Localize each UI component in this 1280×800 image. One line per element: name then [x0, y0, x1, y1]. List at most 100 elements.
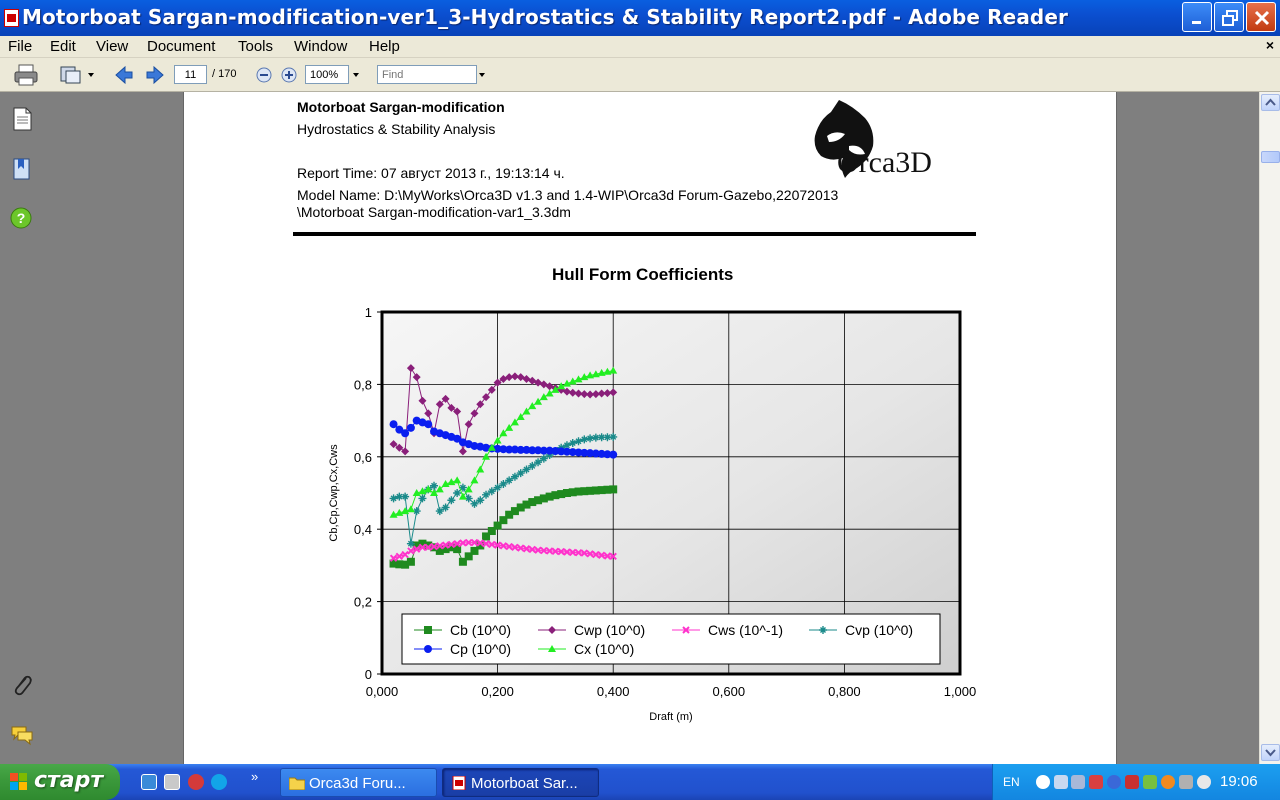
- ie-quicklaunch-icon[interactable]: [141, 774, 157, 790]
- data-point: [557, 447, 566, 456]
- data-point: [464, 485, 473, 493]
- menu-view[interactable]: View: [96, 38, 129, 55]
- chevron-down-icon[interactable]: [88, 73, 94, 77]
- tray-expand-icon[interactable]: [1036, 775, 1050, 789]
- update-tray-icon[interactable]: [1143, 775, 1157, 789]
- data-point: [505, 542, 513, 551]
- next-page-icon[interactable]: [145, 65, 165, 85]
- data-point: [603, 367, 612, 375]
- zoom-in-icon[interactable]: [281, 67, 297, 83]
- desktop-quicklaunch-icon[interactable]: [164, 774, 180, 790]
- data-point: [482, 532, 491, 541]
- data-point: [401, 447, 410, 456]
- task-orca3d-forum[interactable]: Orca3d Foru...: [280, 768, 437, 797]
- data-point: [505, 445, 514, 454]
- volume-tray-icon[interactable]: [1197, 775, 1211, 789]
- data-point: [487, 443, 496, 451]
- data-point: [603, 433, 612, 442]
- title-bar[interactable]: Motorboat Sargan-modification-ver1_3-Hyd…: [0, 0, 1280, 36]
- bluetooth-tray-icon[interactable]: [1107, 775, 1121, 789]
- bookmarks-icon[interactable]: [10, 156, 34, 182]
- previous-page-icon[interactable]: [114, 65, 134, 85]
- data-point: [568, 388, 577, 397]
- page-number-input[interactable]: [174, 65, 207, 84]
- close-document-button[interactable]: ×: [1265, 37, 1274, 53]
- restore-button[interactable]: [1214, 2, 1244, 32]
- y-tick-label: 0,2: [354, 595, 372, 610]
- orca3d-logo: Orca3D: [814, 100, 932, 179]
- data-point: [453, 545, 462, 554]
- data-point: [545, 450, 554, 459]
- comments-icon[interactable]: [10, 722, 34, 748]
- network2-tray-icon[interactable]: [1071, 775, 1085, 789]
- data-point: [562, 379, 571, 387]
- opera-quicklaunch-icon[interactable]: [188, 774, 204, 790]
- task-motorboat-pdf[interactable]: Motorboat Sar...: [442, 768, 599, 797]
- data-point: [603, 389, 612, 398]
- find-dropdown-icon[interactable]: [479, 73, 485, 77]
- data-point: [453, 489, 462, 497]
- find-input[interactable]: [377, 65, 477, 84]
- data-point: [464, 420, 473, 429]
- x-tick-label: 0,400: [597, 684, 630, 699]
- data-point: [470, 476, 479, 484]
- data-point: [574, 549, 583, 557]
- restore-icon: [1222, 10, 1238, 26]
- skype-quicklaunch-icon[interactable]: [211, 774, 227, 790]
- pages-icon[interactable]: [10, 106, 34, 132]
- data-point: [551, 491, 560, 500]
- data-point: [406, 557, 415, 566]
- data-point: [528, 446, 537, 455]
- menu-tools[interactable]: Tools: [238, 38, 274, 55]
- antivirus-tray-icon[interactable]: [1089, 775, 1103, 789]
- data-point: [430, 489, 439, 496]
- close-icon: [1254, 10, 1270, 26]
- data-point: [505, 373, 514, 382]
- scroll-thumb[interactable]: [1261, 151, 1280, 163]
- data-point: [562, 441, 571, 450]
- menu-document[interactable]: Document: [147, 38, 216, 55]
- print-icon[interactable]: [14, 64, 38, 86]
- minimize-button[interactable]: [1182, 2, 1212, 32]
- menu-help[interactable]: Help: [369, 38, 400, 55]
- data-point: [464, 494, 473, 503]
- menu-edit[interactable]: Edit: [50, 38, 76, 55]
- navigation-panel: ?: [0, 92, 45, 764]
- legend-box: [401, 613, 941, 665]
- data-point: [609, 485, 618, 494]
- scroll-up-button[interactable]: [1261, 94, 1280, 111]
- task-label: Orca3d Foru...: [309, 775, 406, 792]
- shield-tray-icon[interactable]: [1125, 775, 1139, 789]
- data-point: [603, 552, 612, 560]
- vertical-scrollbar[interactable]: [1259, 92, 1280, 764]
- menu-window[interactable]: Window: [294, 38, 348, 55]
- scroll-down-button[interactable]: [1261, 744, 1280, 761]
- data-point: [586, 390, 595, 399]
- menu-file[interactable]: File: [8, 38, 33, 55]
- help-icon[interactable]: ?: [10, 206, 34, 232]
- data-point: [493, 541, 502, 549]
- start-button[interactable]: старт: [0, 764, 120, 800]
- quicklaunch-more[interactable]: »: [251, 769, 259, 784]
- data-point: [517, 544, 525, 552]
- data-point: [464, 552, 473, 561]
- hull-form-coefficients-chart: 0,000 0,200 0,400 0,600 0,800 1,000 0 0,2 0,4 0,6…: [328, 305, 976, 723]
- attachments-icon[interactable]: [10, 672, 34, 698]
- data-point: [458, 447, 467, 456]
- zoom-input[interactable]: [305, 65, 349, 84]
- zoom-out-icon[interactable]: [256, 67, 272, 83]
- data-point: [551, 547, 560, 555]
- x-tick-label: 0,600: [713, 684, 746, 699]
- language-indicator[interactable]: EN: [1003, 775, 1020, 789]
- data-point: [395, 508, 404, 516]
- data-point: [470, 409, 479, 418]
- data-point: [418, 487, 427, 495]
- data-point: [562, 387, 571, 396]
- zoom-dropdown-icon[interactable]: [353, 73, 359, 77]
- data-point: [435, 507, 444, 516]
- collaborate-icon[interactable]: [58, 64, 84, 86]
- close-button[interactable]: [1246, 2, 1276, 32]
- network-tray-icon[interactable]: [1054, 775, 1068, 789]
- app-tray-icon[interactable]: [1161, 775, 1175, 789]
- monitor-tray-icon[interactable]: [1179, 775, 1193, 789]
